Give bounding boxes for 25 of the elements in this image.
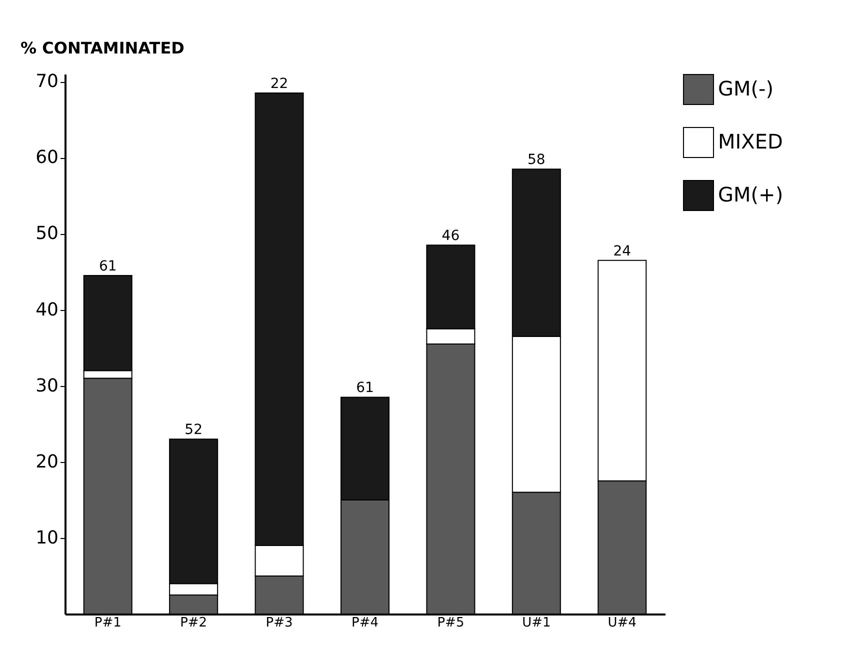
y-tick-label: 60	[36, 147, 58, 168]
y-tick-label: 70	[36, 71, 58, 92]
x-tick-label: P#1	[94, 616, 122, 630]
x-tick-label: P#2	[180, 616, 208, 630]
annotation: 24	[613, 243, 632, 260]
y-tick-label: 40	[36, 299, 58, 320]
x-tick-label: U#1	[522, 616, 551, 630]
x-tick-label: P#3	[266, 616, 293, 630]
x-tick-label: U#4	[608, 616, 636, 630]
legend-label: MIXED	[718, 130, 783, 154]
y-tick-label: 20	[36, 451, 58, 472]
y-axis-title: % CONTAMINATED	[20, 38, 184, 58]
annotation: 46	[442, 228, 460, 244]
y-tick-label: 30	[36, 375, 58, 396]
annotation: 52	[184, 422, 202, 438]
annotation: 61	[98, 258, 117, 275]
annotation: 58	[528, 152, 546, 168]
legend-label: GM(-)	[718, 76, 774, 100]
annotation: 22	[270, 76, 288, 92]
y-tick-label: 50	[36, 223, 58, 244]
y-tick-label: 10	[36, 527, 58, 548]
annotation: 61	[356, 380, 374, 396]
x-tick-label: P#4	[351, 616, 379, 630]
x-tick-label: P#5	[437, 616, 464, 630]
legend-label: GM(+)	[718, 182, 784, 206]
